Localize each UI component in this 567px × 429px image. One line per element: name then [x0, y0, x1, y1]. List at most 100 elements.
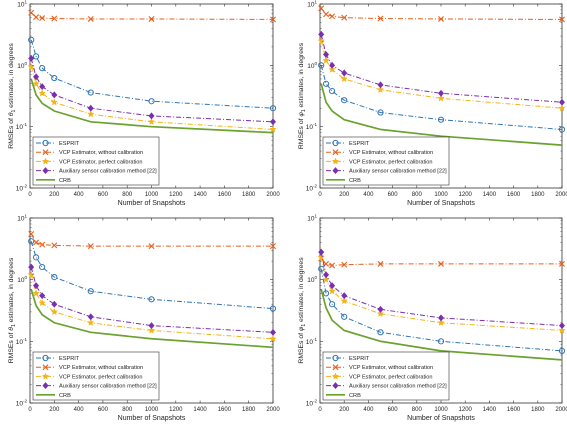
series-point	[39, 263, 46, 271]
legend: ESPRIT VCP Estimator, without calibration…	[32, 351, 160, 401]
series-line-crb	[320, 289, 563, 361]
legend: ESPRIT VCP Estimator, without calibration…	[32, 136, 160, 186]
x-axis-label: Number of Snapshots	[407, 200, 475, 207]
x-tick-label: 1200	[459, 407, 473, 413]
series-point	[28, 36, 35, 43]
series-point	[87, 243, 94, 250]
y-axis-label-prefix: RMSEs of	[298, 117, 305, 149]
legend-entry: Auxiliary sensor calibration method [22]	[349, 384, 447, 390]
series-point	[50, 98, 58, 106]
y-tick-base: 10	[17, 216, 25, 223]
series-point	[39, 65, 46, 72]
x-tick-label: 200	[49, 407, 60, 413]
x-tick-label: 1600	[507, 192, 521, 198]
series-point	[438, 314, 444, 322]
series-point	[33, 73, 40, 81]
series-point	[376, 85, 385, 93]
series-point	[341, 69, 348, 77]
y-axis-label-prefix: RMSEs of	[8, 331, 15, 363]
y-tick-exponent: 0	[24, 275, 27, 280]
series-point	[559, 322, 565, 330]
legend-marker	[332, 354, 339, 362]
y-tick-exponent: 0	[24, 61, 27, 66]
series-point	[51, 15, 58, 22]
series-point	[558, 126, 566, 133]
series-point	[437, 94, 445, 102]
series-point	[269, 105, 277, 112]
series-point	[51, 274, 58, 281]
series-point	[328, 287, 336, 295]
series-point	[329, 282, 336, 290]
x-axis-label: Number of Snapshots	[407, 415, 475, 422]
y-axis-label: RMSEs of φ1 estimates, in degrees	[298, 42, 307, 149]
chart-panel-top-left: 0 200 400 600 800 1000 1200 1400 1600 1800 200010-…	[8, 0, 280, 207]
legend-marker	[42, 382, 49, 390]
legend-entry: VCP Estimator, perfect calibration	[349, 159, 433, 165]
x-tick-label: 400	[363, 192, 374, 198]
legend-entry: VCP Estimator, without calibration	[59, 150, 143, 156]
x-tick-label: 0	[318, 192, 322, 198]
y-tick-label: 100	[17, 61, 27, 70]
legend-entry: CRB	[59, 178, 71, 184]
y-tick-label: 10-1	[306, 337, 318, 346]
series-point	[27, 270, 35, 278]
y-tick-label: 100	[17, 275, 27, 284]
legend-entry: VCP Estimator, without calibration	[59, 365, 143, 371]
series-point	[270, 16, 276, 23]
series-point	[28, 238, 35, 245]
series-point	[317, 253, 325, 261]
y-tick-label: 101	[17, 214, 27, 223]
y-tick-base: 10	[306, 339, 314, 346]
x-tick-label: 400	[363, 407, 374, 413]
x-tick-label: 0	[318, 407, 322, 413]
series-point	[39, 83, 46, 91]
series-point	[87, 313, 94, 321]
legend-entry: VCP Estimator, perfect calibration	[59, 159, 143, 165]
series-point	[28, 263, 35, 271]
x-tick-label: 2000	[266, 407, 280, 413]
series-group	[27, 231, 277, 349]
x-tick-label: 200	[339, 407, 350, 413]
series-point	[341, 14, 348, 21]
series-line-crb	[30, 78, 274, 134]
y-axis-label-prefix: RMSEs of	[298, 331, 305, 363]
series-point	[329, 88, 336, 95]
x-tick-label: 2000	[266, 192, 280, 198]
legend-entry: ESPRIT	[349, 356, 370, 362]
y-tick-base: 10	[17, 277, 25, 284]
series-point	[270, 118, 276, 126]
x-tick-label: 400	[74, 407, 85, 413]
series-point	[33, 239, 40, 246]
series-point	[328, 65, 336, 73]
y-axis-label: RMSEs of θ1 estimates, in degrees	[8, 257, 17, 363]
x-tick-label: 200	[49, 192, 60, 198]
series-point	[28, 231, 35, 237]
legend-marker	[332, 382, 339, 390]
series-group	[317, 5, 566, 146]
y-axis-label-sub: 1	[301, 109, 307, 112]
series-point	[340, 75, 348, 83]
y-tick-exponent: -2	[23, 399, 27, 404]
series-point	[33, 282, 40, 290]
x-tick-label: 1400	[193, 192, 207, 198]
x-tick-label: 1600	[218, 192, 232, 198]
series-point	[32, 79, 40, 87]
series-point	[318, 248, 325, 256]
x-tick-label: 600	[98, 407, 109, 413]
legend-marker	[332, 149, 339, 156]
series-point	[50, 308, 58, 316]
x-tick-label: 600	[98, 192, 109, 198]
legend-entry: Auxiliary sensor calibration method [22]	[59, 384, 157, 390]
y-tick-base: 10	[307, 2, 315, 9]
series-point	[322, 56, 330, 64]
series-line-esprit	[320, 65, 563, 130]
y-tick-label: 10-2	[16, 184, 28, 193]
x-tick-label: 1800	[242, 192, 256, 198]
series-point	[148, 296, 155, 303]
x-tick-label: 1400	[483, 192, 497, 198]
series-point	[559, 16, 565, 23]
series-point	[148, 98, 155, 105]
series-point	[437, 338, 445, 345]
series-point	[148, 322, 155, 330]
series-point	[340, 297, 348, 305]
